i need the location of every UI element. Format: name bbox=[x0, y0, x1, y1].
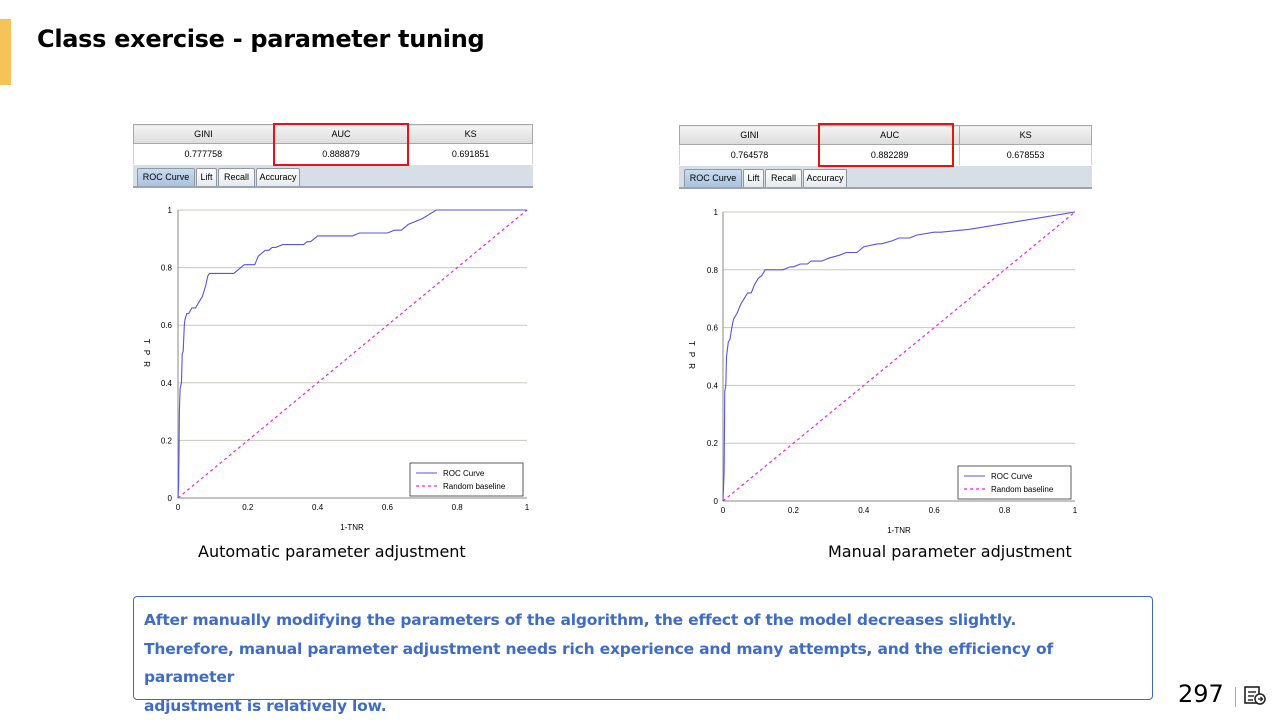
y-tick-label: 0.6 bbox=[707, 324, 719, 333]
title-accent-bar bbox=[0, 19, 11, 85]
x-axis-label: 1-TNR bbox=[887, 526, 911, 535]
tab-roc-curve[interactable]: ROC Curve bbox=[684, 169, 742, 187]
x-tick-label: 0.2 bbox=[788, 506, 800, 515]
y-axis-label: T P R bbox=[142, 339, 151, 369]
y-tick-label: 0.8 bbox=[707, 266, 719, 275]
x-tick-label: 0.4 bbox=[312, 503, 324, 512]
metrics-table: GINI AUC KS 0.777758 0.888879 0.691851 bbox=[133, 124, 533, 164]
tab-recall[interactable]: Recall bbox=[765, 169, 802, 187]
metric-value-gini: 0.764578 bbox=[678, 144, 821, 165]
conclusion-note-box: After manually modifying the parameters … bbox=[133, 596, 1153, 715]
panel-manual: GINI AUC KS 0.764578 0.882289 0.678553 R… bbox=[678, 123, 1092, 537]
note-line: After manually modifying the parameters … bbox=[144, 611, 1017, 629]
slide-notes-icon[interactable] bbox=[1243, 684, 1267, 706]
metric-value-ks: 0.678553 bbox=[959, 144, 1092, 165]
y-tick-label: 1 bbox=[168, 206, 173, 215]
metric-header-gini: GINI bbox=[678, 125, 821, 145]
roc-chart-manual: 0 0.2 0.4 0.6 0.8 1 0 0.2 0.4 0.6 0.8 1 … bbox=[687, 208, 1078, 535]
legend-label-roc-curve: ROC Curve bbox=[991, 472, 1033, 481]
series-line-roc-curve bbox=[722, 211, 1076, 502]
x-tick-label: 0.6 bbox=[382, 503, 394, 512]
y-tick-label: 0.2 bbox=[707, 439, 719, 448]
grid-lines bbox=[723, 211, 1075, 444]
metric-header-gini: GINI bbox=[133, 124, 274, 144]
x-tick-label: 1 bbox=[525, 503, 530, 512]
metric-value-auc: 0.882289 bbox=[819, 144, 961, 165]
x-tick-label: 0.8 bbox=[999, 506, 1011, 515]
x-tick-label: 0.6 bbox=[929, 506, 941, 515]
chart-tabstrip: ROC Curve Lift Recall Accuracy bbox=[133, 165, 533, 188]
chart-tabstrip: ROC Curve Lift Recall Accuracy bbox=[679, 166, 1092, 189]
series-line-roc-curve bbox=[177, 209, 527, 499]
x-axis-label: 1-TNR bbox=[340, 523, 364, 532]
chart-legend: ROC Curve Random baseline bbox=[957, 465, 1072, 500]
x-tick-label: 0.4 bbox=[858, 506, 870, 515]
panel-automatic: GINI AUC KS 0.777758 0.888879 0.691851 R… bbox=[133, 123, 533, 534]
note-line: Therefore, manual parameter adjustment n… bbox=[144, 639, 1054, 687]
auc-highlight-box bbox=[273, 123, 409, 166]
tab-lift[interactable]: Lift bbox=[196, 168, 217, 186]
caption-manual: Manual parameter adjustment bbox=[828, 542, 1072, 561]
grid-lines bbox=[178, 209, 527, 441]
metric-header-auc: AUC bbox=[272, 124, 410, 144]
x-tick-label: 0 bbox=[176, 503, 181, 512]
metric-value-ks: 0.691851 bbox=[408, 143, 533, 164]
caption-automatic: Automatic parameter adjustment bbox=[198, 542, 466, 561]
tab-accuracy[interactable]: Accuracy bbox=[803, 169, 847, 187]
x-tick-labels: 0 0.2 0.4 0.6 0.8 1 bbox=[721, 506, 1078, 515]
tab-accuracy[interactable]: Accuracy bbox=[256, 168, 300, 186]
roc-chart-automatic: 0 0.2 0.4 0.6 0.8 1 0 0.2 0.4 0.6 0.8 1 … bbox=[142, 206, 530, 532]
metric-header-auc: AUC bbox=[819, 125, 961, 145]
y-tick-labels: 0 0.2 0.4 0.6 0.8 1 bbox=[707, 208, 719, 506]
legend-label-random-baseline: Random baseline bbox=[991, 485, 1054, 494]
y-tick-label: 0 bbox=[168, 494, 173, 503]
y-tick-label: 0.6 bbox=[161, 321, 173, 330]
y-tick-labels: 0 0.2 0.4 0.6 0.8 1 bbox=[161, 206, 173, 503]
x-tick-label: 0 bbox=[721, 506, 726, 515]
slide-title: Class exercise - parameter tuning bbox=[37, 25, 485, 53]
legend-label-random-baseline: Random baseline bbox=[443, 482, 506, 491]
y-axis-label: T P R bbox=[687, 341, 696, 371]
x-tick-labels: 0 0.2 0.4 0.6 0.8 1 bbox=[176, 503, 530, 512]
y-tick-label: 0 bbox=[714, 497, 719, 506]
legend-box bbox=[409, 462, 524, 497]
metric-header-ks: KS bbox=[408, 124, 533, 144]
legend-label-roc-curve: ROC Curve bbox=[443, 469, 485, 478]
series-line-random-baseline bbox=[177, 209, 528, 499]
y-tick-label: 0.4 bbox=[707, 381, 719, 390]
series-line-random-baseline bbox=[722, 211, 1076, 502]
legend-box bbox=[957, 465, 1072, 500]
y-tick-label: 0.8 bbox=[161, 264, 173, 273]
y-tick-label: 0.4 bbox=[161, 379, 173, 388]
metric-value-auc: 0.888879 bbox=[272, 143, 410, 164]
tab-roc-curve[interactable]: ROC Curve bbox=[137, 168, 195, 186]
x-tick-label: 1 bbox=[1073, 506, 1078, 515]
tab-lift[interactable]: Lift bbox=[743, 169, 764, 187]
page-number-divider bbox=[1235, 687, 1236, 707]
y-tick-label: 0.2 bbox=[161, 436, 173, 445]
x-tick-label: 0.8 bbox=[452, 503, 464, 512]
chart-legend: ROC Curve Random baseline bbox=[409, 462, 524, 497]
metric-header-ks: KS bbox=[959, 125, 1092, 145]
tab-recall[interactable]: Recall bbox=[218, 168, 255, 186]
note-line: adjustment is relatively low. bbox=[144, 696, 387, 715]
metrics-table: GINI AUC KS 0.764578 0.882289 0.678553 bbox=[678, 125, 1092, 165]
y-tick-label: 1 bbox=[714, 208, 719, 217]
page-number: 297 bbox=[1178, 680, 1224, 708]
auc-highlight-box bbox=[818, 123, 954, 167]
x-tick-label: 0.2 bbox=[242, 503, 254, 512]
metric-value-gini: 0.777758 bbox=[133, 143, 274, 164]
